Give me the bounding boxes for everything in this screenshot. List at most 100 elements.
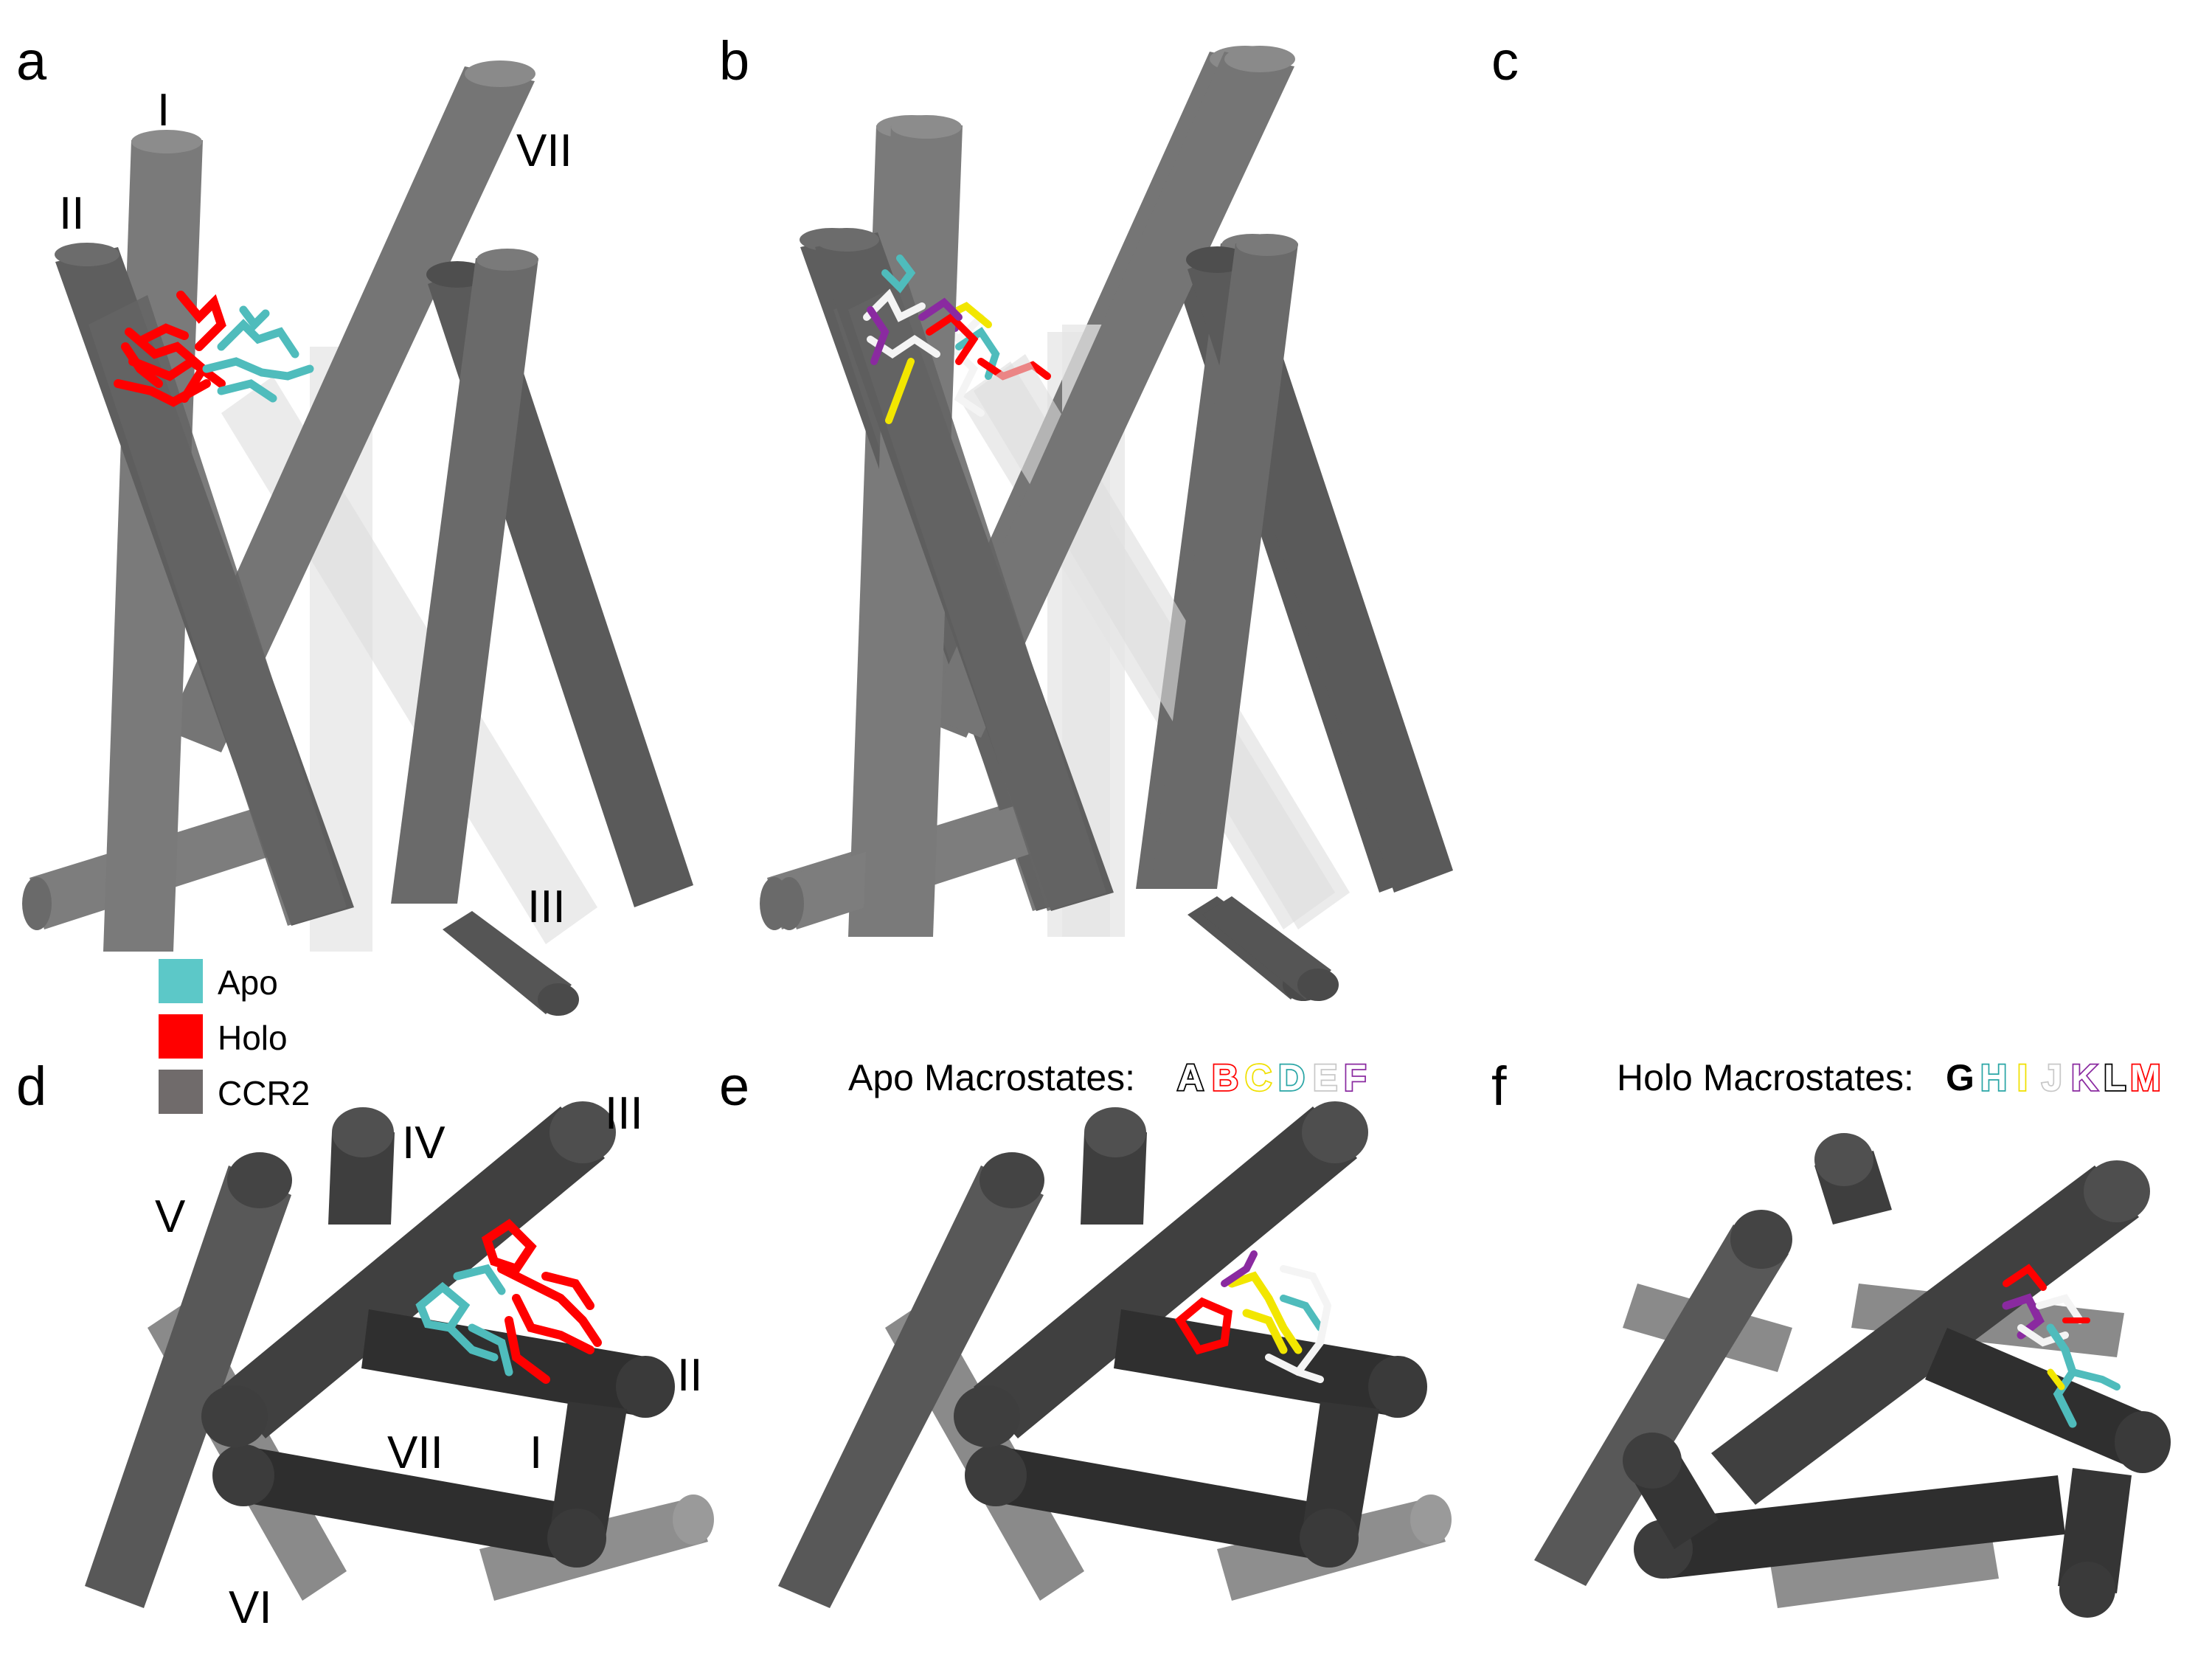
helix-cap — [1297, 969, 1339, 1001]
helix-vii — [926, 52, 1294, 738]
helix-cap — [954, 1385, 1020, 1447]
ligand-macrostates-apo-top — [1174, 1250, 1332, 1383]
helix-right-b — [1151, 243, 1298, 889]
helix-cross — [89, 295, 347, 926]
helix-label-ii: II — [59, 188, 84, 239]
holo-macrostate-j: J — [2042, 1057, 2062, 1098]
holo-macrostate-g: G — [1946, 1057, 1974, 1098]
helix-cap — [55, 243, 119, 266]
helix-ii-top — [1925, 1328, 2154, 1468]
holo-macrostates-header: Holo Macrostates: G H I J K L M — [1617, 1056, 2162, 1100]
helix-cap — [774, 877, 804, 930]
helix-v — [778, 1166, 1044, 1608]
helix-cap — [1302, 1101, 1368, 1163]
helix-cap — [547, 1509, 606, 1568]
holo-macrostate-k: K — [2071, 1057, 2098, 1098]
legend-label-holo: Holo — [218, 1019, 288, 1057]
helix-bundle-top — [85, 1101, 714, 1608]
helix-cap — [814, 228, 879, 252]
holo-macrostate-h: H — [1980, 1057, 2007, 1098]
helix-iv — [328, 1132, 395, 1225]
panel-letter-e: e — [719, 1056, 749, 1117]
ligand-macrostates-holo-top — [2002, 1264, 2121, 1428]
helix-labels-side: I II VII III — [59, 85, 572, 932]
ligand-cluster-holo-top — [481, 1219, 602, 1384]
panel-e — [778, 1101, 1452, 1608]
helix-cap — [616, 1356, 675, 1418]
legend-label-apo: Apo — [218, 963, 278, 1002]
panel-d: IV III V II VII I VI — [85, 1088, 714, 1633]
helix-cap — [1224, 46, 1295, 72]
helix-background-bottom — [1770, 1534, 1999, 1608]
helix-cap — [673, 1495, 714, 1545]
panel-letter-b: b — [719, 30, 749, 91]
panel-letters: a b c d e f — [16, 30, 1519, 1117]
helix-vii-top — [1660, 1475, 2065, 1579]
panel-f — [1534, 1133, 2171, 1618]
helix-label-vii-top: VII — [387, 1427, 443, 1478]
helix-ii-top — [1114, 1309, 1401, 1416]
helix-cap — [980, 1152, 1044, 1208]
apo-macrostate-b: B — [1212, 1057, 1238, 1098]
panel-letter-a: a — [16, 30, 47, 91]
helix-cap — [1236, 234, 1298, 256]
apo-macrostate-d: D — [1278, 1057, 1305, 1098]
helix-i-top — [1302, 1402, 1379, 1542]
holo-macrostate-i: I — [2017, 1057, 2028, 1098]
helix-v — [1534, 1225, 1789, 1586]
holo-macrostate-m: M — [2130, 1057, 2161, 1098]
helix-label-iii: III — [527, 882, 566, 932]
helix-cap — [1814, 1133, 1873, 1186]
helix-label-vi: VI — [229, 1582, 272, 1633]
helix-cap — [965, 1444, 1027, 1506]
helix-cap — [549, 1101, 616, 1163]
helix-label-i-top: I — [530, 1427, 542, 1478]
panel-letter-f: f — [1491, 1056, 1507, 1117]
helix-cap — [1368, 1356, 1427, 1418]
legend-swatch-apo — [159, 959, 203, 1003]
helix-cap — [476, 249, 538, 271]
helix-iii — [221, 1106, 605, 1438]
ligand-macrostates-holo-side — [863, 254, 979, 424]
helix-cap — [332, 1107, 394, 1157]
holo-macrostates-title: Holo Macrostates: — [1617, 1057, 1914, 1098]
helix-cross — [848, 280, 1106, 911]
apo-macrostate-c: C — [1245, 1057, 1272, 1098]
helix-cap — [201, 1385, 268, 1447]
helix-cap — [212, 1444, 274, 1506]
legend-swatch-ccr2 — [159, 1070, 203, 1114]
helix-iii — [1711, 1166, 2139, 1505]
helix-cap — [1730, 1210, 1792, 1269]
helix-iii — [974, 1106, 1357, 1438]
helix-vii-top — [236, 1446, 575, 1560]
legend-swatch-holo — [159, 1014, 203, 1059]
helix-label-iii-top: III — [605, 1088, 643, 1139]
apo-macrostate-f: F — [1344, 1057, 1367, 1098]
helix-cap — [131, 130, 202, 153]
apo-macrostates-header: Apo Macrostates: A B C D E F — [848, 1056, 1367, 1100]
helix-cap — [2115, 1411, 2171, 1473]
legend-item-apo: Apo — [159, 959, 278, 1003]
helix-cap — [2084, 1160, 2150, 1222]
helix-cap — [22, 877, 52, 930]
helix-iv — [1081, 1132, 1147, 1225]
holo-macrostate-l: L — [2104, 1057, 2126, 1098]
helix-cap — [2059, 1562, 2115, 1618]
helix-label-v: V — [155, 1191, 186, 1242]
helix-cap — [1410, 1495, 1452, 1545]
helix-i-top — [549, 1402, 627, 1542]
legend-item-holo: Holo — [159, 1014, 288, 1059]
helix-label-i: I — [157, 85, 170, 136]
ligand-cluster-apo — [202, 305, 314, 403]
helix-v — [85, 1166, 291, 1608]
panel-c — [774, 46, 1453, 1001]
helix-label-ii-top: II — [677, 1350, 702, 1401]
helix-cap — [1623, 1433, 1682, 1489]
helix-cap — [1300, 1509, 1359, 1568]
legend: Apo Holo CCR2 — [159, 959, 310, 1114]
helix-bundle-side — [22, 60, 693, 1016]
panel-letter-c: c — [1491, 30, 1519, 91]
apo-macrostates-title: Apo Macrostates: — [848, 1057, 1135, 1098]
helix-cap — [1084, 1107, 1146, 1157]
